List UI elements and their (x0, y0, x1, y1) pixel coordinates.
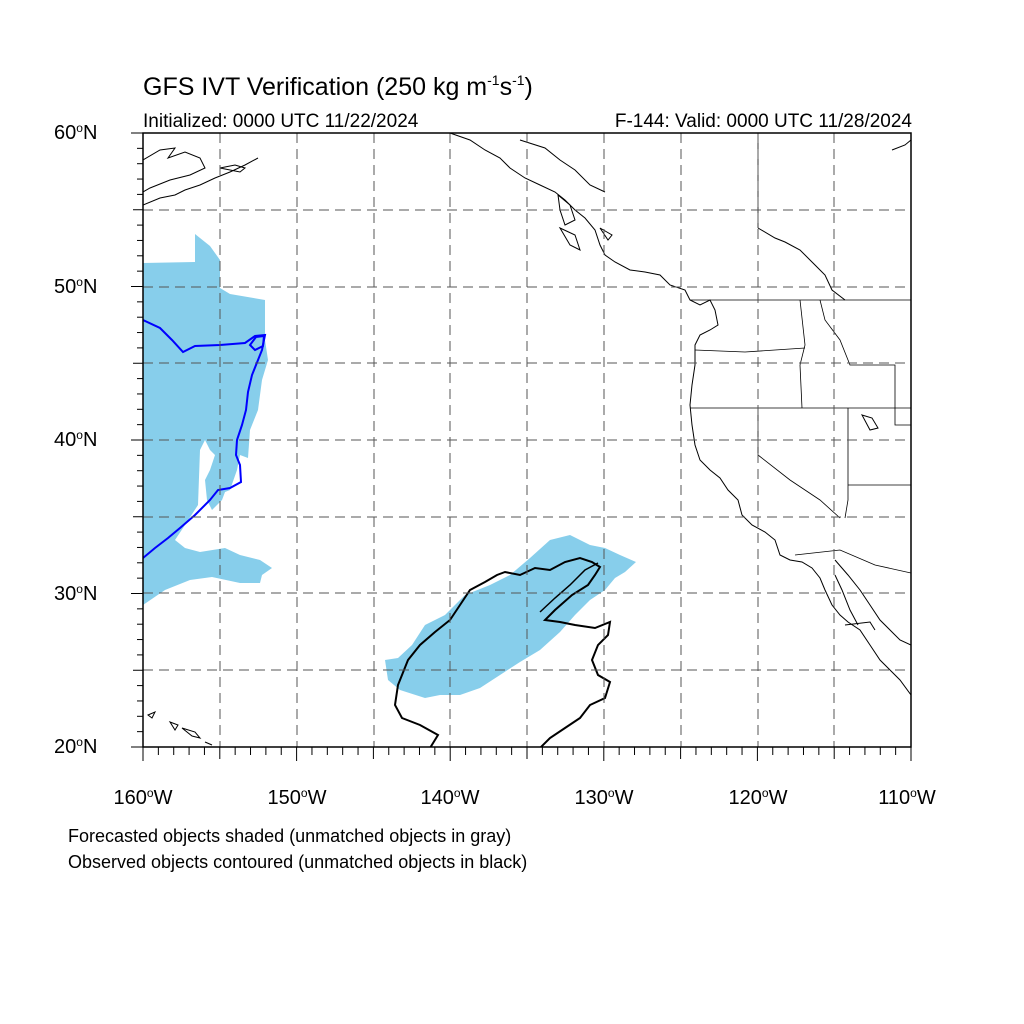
observed-object-matched-loop (248, 334, 266, 352)
observed-object-matched (143, 319, 267, 559)
lon-label-110w: 110oW (878, 786, 936, 809)
note-forecast: Forecasted objects shaded (unmatched obj… (68, 826, 512, 846)
figure-title: GFS IVT Verification (250 kg m-1s-1) (143, 72, 533, 101)
coastlines (143, 133, 911, 746)
lat-label-60: 60oN (54, 121, 98, 144)
forecast-object-northwest (143, 234, 272, 605)
state-borders (690, 133, 911, 574)
initialized-label: Initialized: 0000 UTC 11/22/2024 (143, 111, 419, 132)
lon-label-130w: 130oW (574, 786, 634, 809)
lon-label-140w: 140oW (420, 786, 480, 809)
axis-ticks (131, 132, 912, 761)
lon-label-120w: 120oW (728, 786, 788, 809)
lat-label-30: 30oN (54, 582, 98, 605)
grid-lines (143, 133, 911, 747)
note-observed: Observed objects contoured (unmatched ob… (68, 852, 528, 872)
lon-label-150w: 150oW (267, 786, 327, 809)
forecast-object-central (385, 535, 636, 698)
lat-label-50: 50oN (54, 275, 98, 298)
lon-label-160w: 160oW (113, 786, 173, 809)
lat-label-40: 40oN (54, 428, 98, 451)
observed-object-unmatched-inner (539, 562, 599, 613)
valid-label: F-144: Valid: 0000 UTC 11/28/2024 (614, 111, 912, 132)
lat-label-20: 20oN (54, 735, 98, 758)
